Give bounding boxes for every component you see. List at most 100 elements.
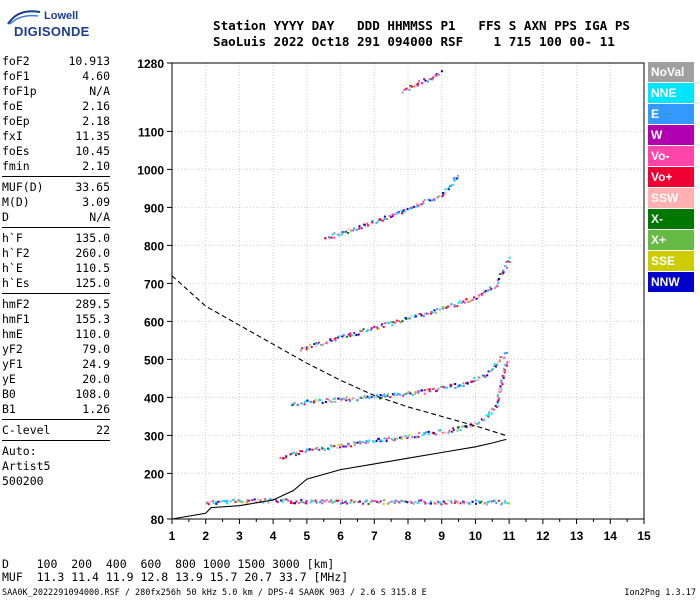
echo-point [491, 368, 494, 371]
echo-point [365, 499, 368, 502]
echo-point [439, 501, 442, 504]
echo-point [475, 502, 477, 505]
echo-point [224, 500, 227, 502]
param-name: foEs [2, 144, 30, 158]
param-value: 20.0 [82, 372, 110, 386]
echo-point [413, 436, 416, 439]
echo-point [488, 411, 491, 414]
echo-point [215, 501, 218, 504]
divider [2, 293, 110, 294]
param-name: fmin [2, 159, 30, 173]
echo-point [489, 286, 492, 289]
echo-point [388, 501, 391, 504]
echo-point [279, 456, 282, 459]
echo-point [327, 398, 330, 401]
param-row: foF2 10.913 [2, 54, 110, 69]
echo-point [363, 223, 366, 226]
echo-point [463, 502, 465, 505]
param-name: B0 [2, 387, 16, 401]
echo-point [314, 499, 317, 502]
echo-point [469, 422, 472, 425]
echo-point [360, 227, 363, 230]
echo-point [390, 437, 393, 440]
echo-point [413, 85, 416, 88]
electron-density-profile-line [171, 438, 507, 520]
echo-point [299, 450, 302, 453]
echo-point [424, 312, 427, 315]
echo-direction-legend: NoVal NNE E W Vo- Vo+ SSW X- X+ SSE NNW [648, 62, 694, 293]
echo-point [410, 314, 413, 317]
echo-point [402, 394, 405, 397]
echo-point [416, 436, 419, 439]
echo-point [453, 501, 456, 504]
echo-point [411, 206, 414, 209]
param-name: yF1 [2, 357, 23, 371]
echo-point [388, 436, 391, 439]
param-value: 110.5 [75, 261, 110, 275]
echo-point [324, 342, 327, 344]
param-row: fxI 11.35 [2, 129, 110, 144]
param-row: hmF1 155.3 [2, 312, 110, 327]
echo-point [498, 397, 501, 399]
echo-point [322, 343, 324, 346]
echo-point [341, 335, 344, 338]
echo-point [232, 498, 235, 501]
echo-point [436, 389, 439, 392]
echo-point [427, 433, 430, 436]
param-value: 79.0 [82, 342, 110, 356]
echo-point [426, 80, 429, 83]
echo-point [345, 335, 348, 338]
echo-point [300, 402, 303, 405]
echo-point [423, 389, 426, 392]
param-value: 2.10 [82, 159, 110, 173]
echo-point [348, 398, 351, 401]
param-value: 3.09 [82, 195, 110, 209]
echo-point [381, 394, 384, 397]
echo-point [339, 232, 342, 235]
echo-point [230, 500, 233, 502]
echo-point [391, 393, 394, 396]
echo-point [417, 82, 419, 85]
echo-point [350, 445, 353, 448]
echo-point [480, 418, 483, 421]
echo-point [306, 399, 309, 402]
echo-point [505, 363, 508, 366]
echo-point [367, 441, 370, 444]
echo-point [367, 503, 370, 505]
echo-point [503, 352, 506, 355]
echo-point [347, 231, 350, 234]
echo-point [347, 333, 350, 336]
echo-point [413, 205, 416, 208]
echo-point [387, 393, 389, 396]
echo-point [310, 499, 313, 502]
param-name: hmF2 [2, 297, 30, 311]
x-tick-label: 1 [169, 529, 176, 543]
x-tick-label: 14 [604, 529, 618, 543]
echo-point [340, 233, 343, 236]
legend-item: Vo+ [648, 167, 694, 187]
echo-point [424, 502, 427, 505]
echo-point [400, 436, 403, 439]
param-name: foF1p [2, 84, 37, 98]
echo-point [396, 437, 399, 440]
echo-point [398, 393, 401, 396]
echo-point [334, 337, 337, 340]
echo-point [480, 293, 483, 295]
echo-point [370, 328, 372, 331]
echo-point [463, 425, 466, 428]
echo-point [504, 265, 507, 267]
echo-point [497, 360, 500, 363]
echo-point [480, 294, 483, 297]
legend-item: E [648, 104, 694, 124]
echo-point [486, 374, 489, 377]
echo-point [417, 390, 420, 393]
echo-point [292, 502, 295, 505]
echo-point [387, 502, 390, 505]
echo-point [376, 327, 379, 330]
y-tick-label: 600 [144, 315, 164, 329]
echo-point [334, 400, 337, 403]
echo-point [397, 392, 400, 395]
echo-point [497, 391, 500, 394]
logo-line2: DIGISONDE [14, 24, 90, 39]
autoscaling-info: Auto: Artist5 500200 [2, 444, 110, 489]
